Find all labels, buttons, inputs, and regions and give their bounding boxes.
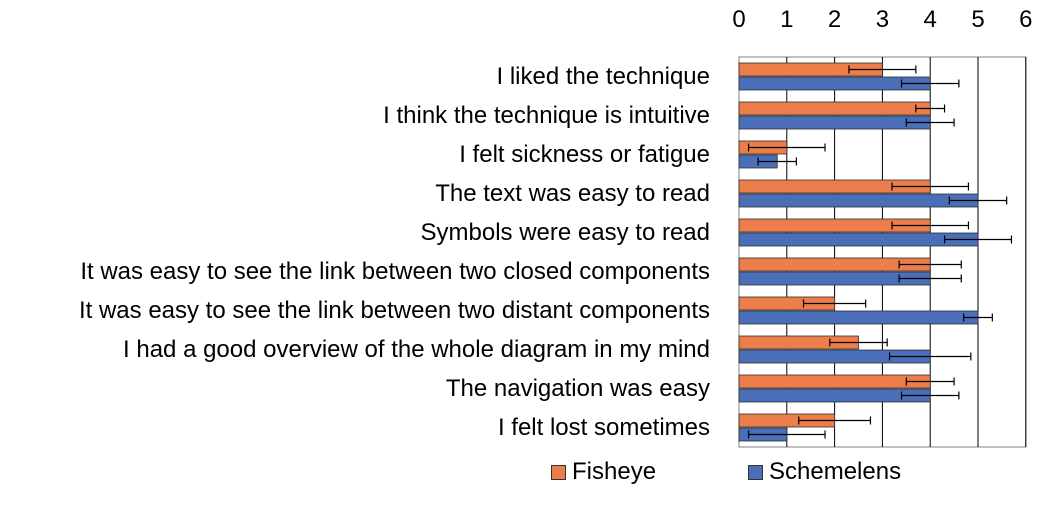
- bar-schemelens: [738, 115, 931, 130]
- bar-schemelens: [738, 232, 979, 247]
- category-label: The text was easy to read: [435, 180, 710, 207]
- x-tick-label: 1: [780, 6, 793, 33]
- category-label: I think the technique is intuitive: [383, 102, 710, 129]
- legend-swatch-fisheye: [551, 464, 566, 480]
- bar-fisheye: [738, 374, 931, 389]
- x-tick-label: 2: [828, 6, 841, 33]
- legend-swatch-schemelens: [748, 464, 763, 480]
- x-tick-label: 3: [876, 6, 889, 33]
- category-label: I had a good overview of the whole diagr…: [123, 336, 710, 363]
- legend-item-schemelens: Schemelens: [748, 458, 901, 486]
- category-label: I liked the technique: [497, 63, 710, 90]
- x-tick-label: 0: [732, 6, 745, 33]
- category-label: I felt sickness or fatigue: [459, 141, 710, 168]
- legend: Fisheye Schemelens: [0, 458, 1046, 488]
- bar-schemelens: [738, 310, 979, 325]
- category-label: Symbols were easy to read: [421, 219, 710, 246]
- x-tick-label: 6: [1019, 6, 1032, 33]
- x-tick-label: 5: [971, 6, 984, 33]
- bar-fisheye: [738, 101, 931, 116]
- legend-label-fisheye: Fisheye: [572, 458, 657, 485]
- legend-label-schemelens: Schemelens: [769, 458, 902, 485]
- x-tick-label: 4: [924, 6, 937, 33]
- category-label: It was easy to see the link between two …: [79, 297, 710, 324]
- category-label: I felt lost sometimes: [498, 414, 710, 441]
- legend-item-fisheye: Fisheye: [551, 458, 656, 486]
- category-label: It was easy to see the link between two …: [80, 258, 710, 285]
- category-label: The navigation was easy: [446, 375, 710, 402]
- bar-schemelens: [738, 193, 979, 208]
